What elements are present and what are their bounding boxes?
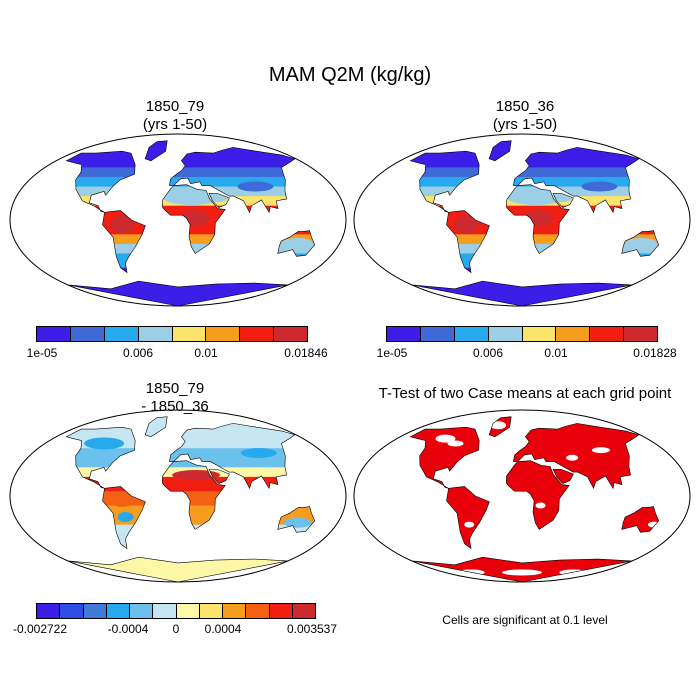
colorbar-swatch	[292, 604, 315, 618]
cbar3-label-3: 0	[172, 622, 180, 636]
colorbar-swatch	[624, 327, 657, 341]
colorbar-swatch	[556, 327, 591, 341]
colorbar-swatch	[106, 604, 130, 618]
colorbar-swatch	[223, 604, 247, 618]
colorbar-swatch	[37, 327, 71, 341]
cbar1-label-3: 0.01	[194, 346, 218, 360]
colorbar-swatch	[130, 604, 154, 618]
colorbar-swatch	[83, 604, 107, 618]
cbar2-label-min: 1e-05	[376, 346, 408, 360]
cbar1-label-2: 0.006	[122, 346, 154, 360]
panel2-colorbar	[386, 326, 658, 342]
cbar2-label-3: 0.01	[544, 346, 568, 360]
panel1-map	[9, 133, 347, 307]
colorbar-swatch	[153, 604, 177, 618]
panel1-title-line1: 1850_79	[145, 98, 205, 115]
cbar2-label-max: 0.01828	[633, 346, 677, 360]
colorbar-swatch	[522, 327, 557, 341]
panel2-title-line1: 1850_36	[495, 98, 555, 115]
panel1-title: 1850_79 (yrs 1-50)	[10, 98, 340, 134]
colorbar-swatch	[387, 327, 421, 341]
cbar1-label-min: 1e-05	[26, 346, 58, 360]
panel2-title: 1850_36 (yrs 1-50)	[360, 98, 690, 134]
panel3-colorbar	[36, 603, 316, 619]
cbar3-label-4: 0.0004	[204, 622, 242, 636]
cbar3-label-2: -0.0004	[107, 622, 149, 636]
colorbar-swatch	[454, 327, 489, 341]
significance-note: Cells are significant at 0.1 level	[442, 613, 608, 627]
panel2-title-line2: (yrs 1-50)	[492, 116, 558, 133]
panel4-map	[353, 409, 691, 583]
colorbar-swatch	[176, 604, 200, 618]
cbar2-label-2: 0.006	[472, 346, 504, 360]
panel1-title-line2: (yrs 1-50)	[142, 116, 208, 133]
colorbar-swatch	[104, 327, 139, 341]
colorbar-swatch	[246, 604, 270, 618]
cbar3-label-max: 0.003537	[286, 622, 338, 636]
colorbar-swatch	[37, 604, 61, 618]
colorbar-swatch	[274, 327, 307, 341]
panel1-colorbar	[36, 326, 308, 342]
colorbar-swatch	[488, 327, 523, 341]
figure-title: MAM Q2M (kg/kg)	[268, 64, 432, 86]
colorbar-swatch	[60, 604, 84, 618]
colorbar-swatch	[590, 327, 625, 341]
colorbar-swatch	[206, 327, 241, 341]
cbar1-label-max: 0.01846	[284, 346, 328, 360]
colorbar-swatch	[420, 327, 455, 341]
colorbar-swatch	[172, 327, 207, 341]
panel2-map	[353, 133, 691, 307]
cbar3-label-min: -0.002722	[12, 622, 68, 636]
panel3-map	[9, 409, 347, 583]
colorbar-swatch	[240, 327, 275, 341]
colorbar-swatch	[138, 327, 173, 341]
panel4-title: T-Test of two Case means at each grid po…	[378, 385, 672, 402]
colorbar-swatch	[269, 604, 293, 618]
colorbar-swatch	[70, 327, 105, 341]
colorbar-swatch	[199, 604, 223, 618]
panel3-title-line1: 1850_79	[145, 380, 205, 397]
